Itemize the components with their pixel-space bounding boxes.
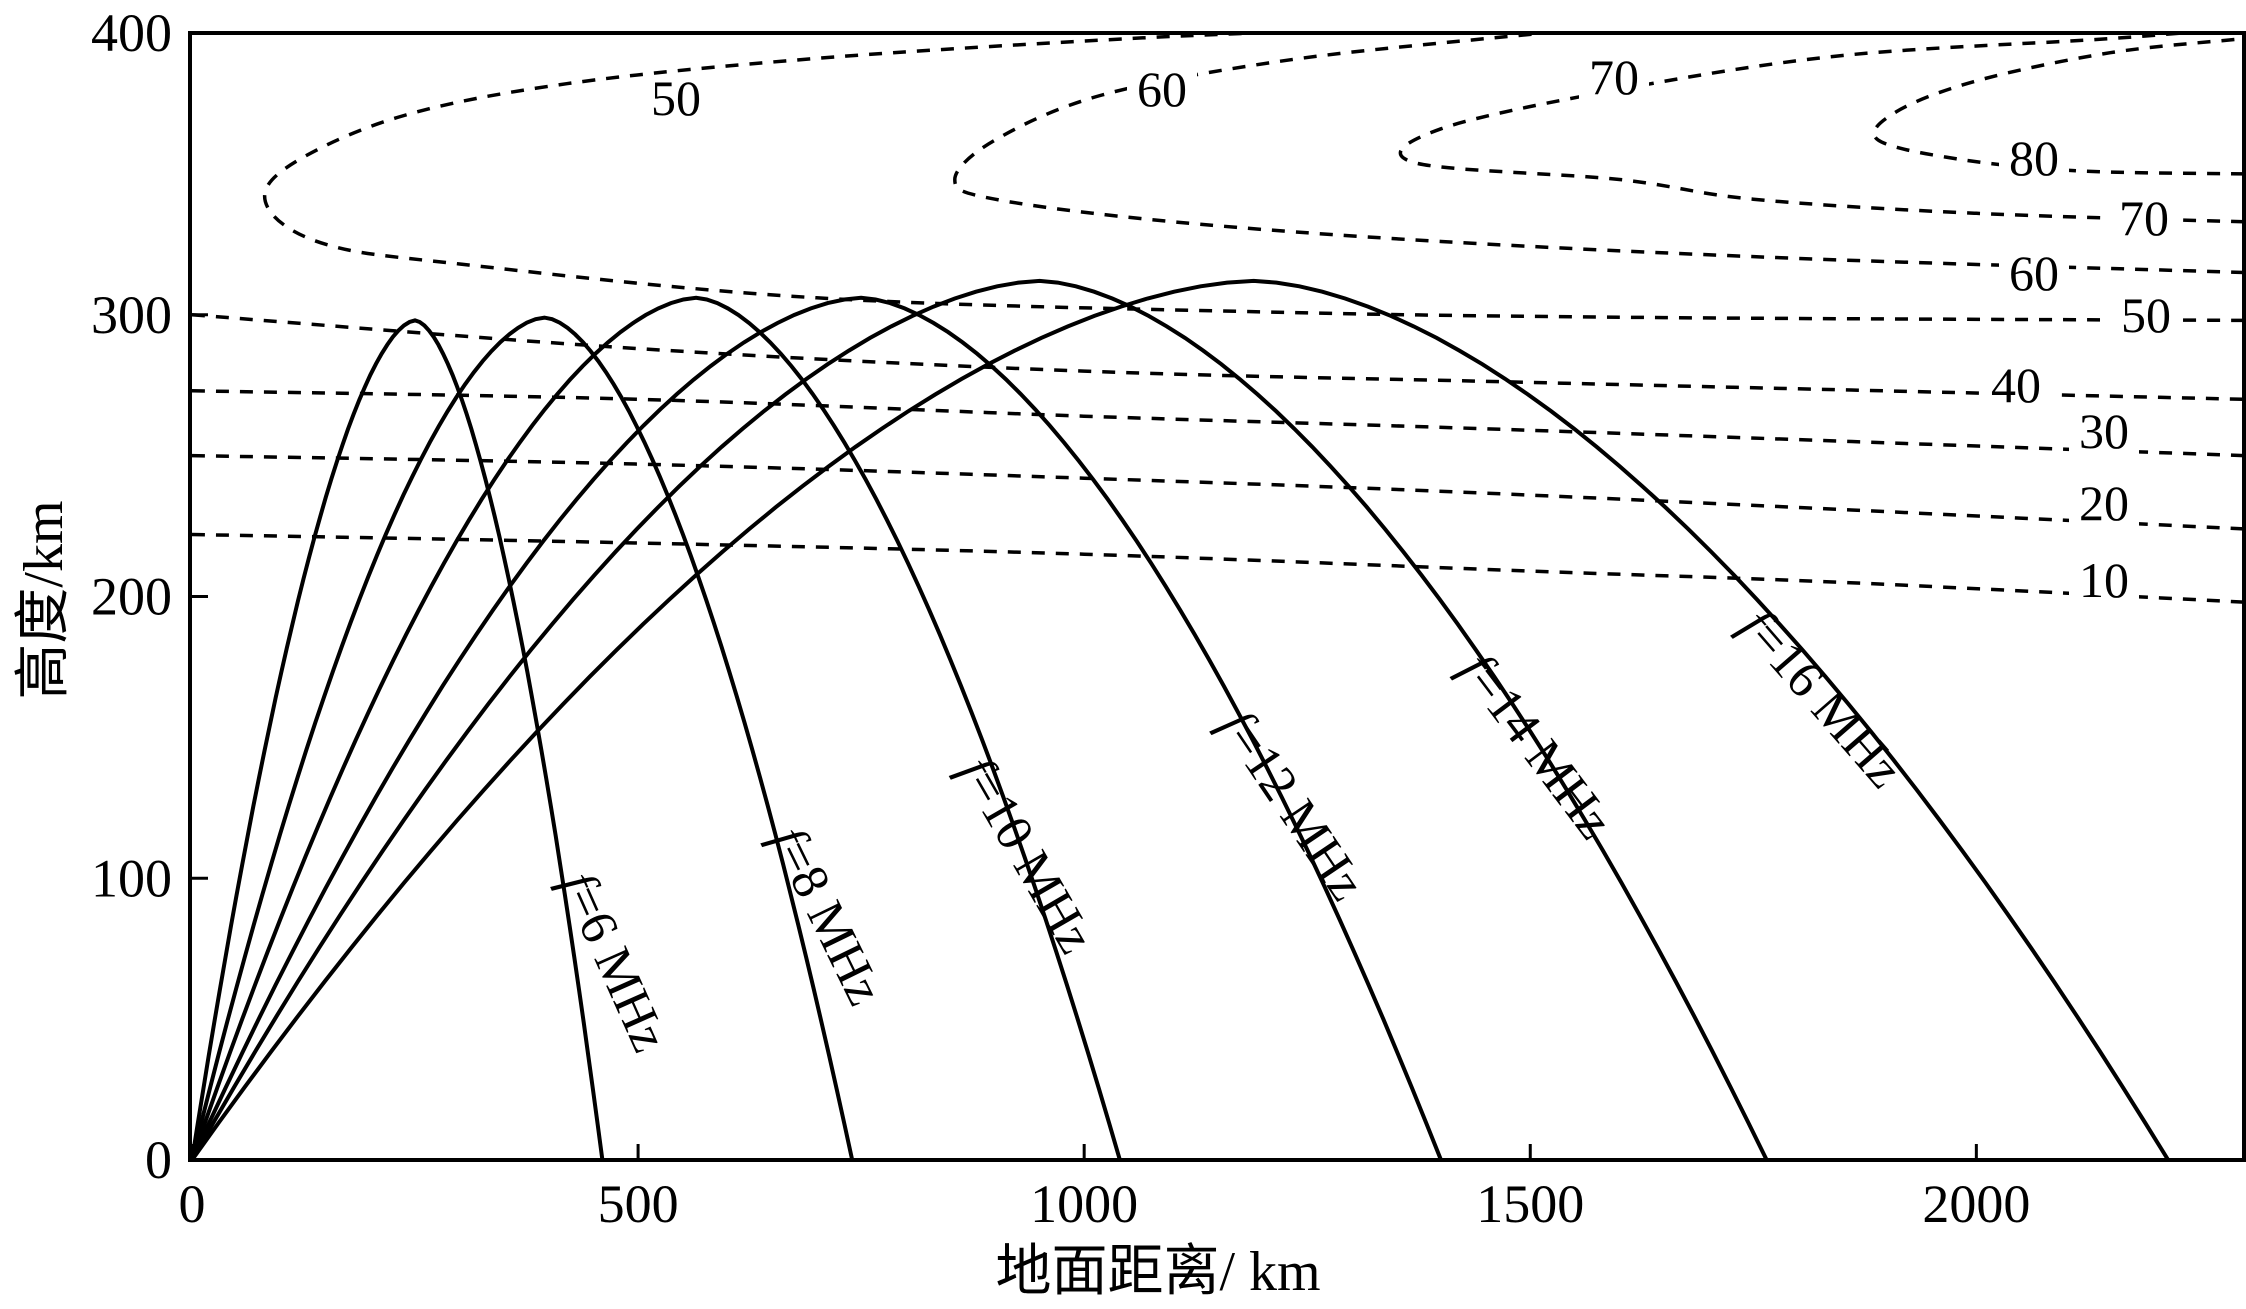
contour-label-bg [1127,68,1197,118]
x-tick-label: 2000 [1922,1174,2030,1234]
ray-path-6mhz [190,318,605,1160]
ray-path-16mhz [190,278,2170,1160]
ray-label: f=8 MHz [759,818,893,1013]
contour-label-80: 80 [2009,130,2059,186]
x-tick-label: 500 [598,1174,679,1234]
ray-label: f=10 MHz [948,748,1105,963]
y-axis-title: 高度/km [13,500,75,699]
contour-line-70 [1398,33,2244,224]
contour-line-50 [262,33,2244,323]
contour-label-10: 10 [2079,552,2129,608]
plot-frame [188,31,2246,1162]
ray-layer [190,278,2170,1160]
contour-label-bg [1999,137,2069,187]
y-tick-label: 300 [91,285,172,345]
x-tick-label: 0 [179,1174,206,1234]
y-tick-label: 100 [91,848,172,908]
ray-path-10mhz [190,295,1122,1160]
contour-label-bg [2109,197,2179,247]
ray-label-value: =6 MHz [555,877,678,1060]
contour-label-40: 40 [1991,357,2041,413]
contour-line-30 [191,389,2244,458]
y-tick-label: 200 [91,567,172,627]
ray-label-value: =8 MHz [766,831,894,1013]
contour-label-30: 30 [2079,403,2129,459]
ray-path-14mhz [190,278,1769,1160]
contour-label-bg [2069,410,2139,460]
ray-label-value: =14 MHz [1457,654,1624,849]
ray-label: f=16 MHz [1729,598,1914,798]
ray-label-value: =12 MHz [1216,712,1376,911]
ray-label-layer: f=6 MHz f=8 MHz f=10 MHz f=12 MHz f=14 MHz f=… [549,598,1913,1060]
contour-label-20: 20 [2079,475,2129,531]
contour-line-60 [953,33,2244,275]
ray-label: f=6 MHz [549,864,678,1060]
contour-label-layer: 10 20 30 40 50 50 60 60 70 70 80 [641,49,2181,609]
contour-line-10 [191,532,2244,604]
ray-label-value: =10 MHz [955,760,1105,963]
contour-label-bg [2069,559,2139,609]
x-tick-label: 1500 [1476,1174,1584,1234]
contour-label-50: 50 [651,70,701,126]
contour-label-70: 70 [2119,190,2169,246]
contour-label-bg [1579,56,1649,106]
x-tick-label: 1000 [1030,1174,1138,1234]
contour-label-70: 70 [1589,49,1639,105]
ray-label: f=12 MHz [1208,700,1376,911]
contour-label-bg [1999,252,2069,302]
ray-path-12mhz [190,295,1443,1160]
contour-line-20 [191,453,2244,531]
contour-label-bg [2111,294,2181,344]
contour-line-40 [191,313,2244,402]
contour-label-60: 60 [1137,61,1187,117]
contour-label-60: 60 [2009,245,2059,301]
contour-line-80 [1872,36,2244,176]
contour-label-bg [2069,482,2139,532]
ray-path-8mhz [190,315,855,1160]
contour-label-bg [641,77,711,127]
y-tick-label: 400 [91,3,172,63]
contour-label-50: 50 [2121,287,2171,343]
contour-label-bg [1981,364,2051,414]
x-axis-title: 地面距离/ km [995,1241,1320,1303]
y-tick-label: 0 [145,1130,172,1190]
ray-label-value: =16 MHz [1738,609,1913,798]
contour-layer [191,33,2244,604]
ray-label: f=14 MHz [1448,643,1623,850]
axes-layer: 0 500 1000 1500 2000 0 100 200 300 400 [91,3,2030,1234]
